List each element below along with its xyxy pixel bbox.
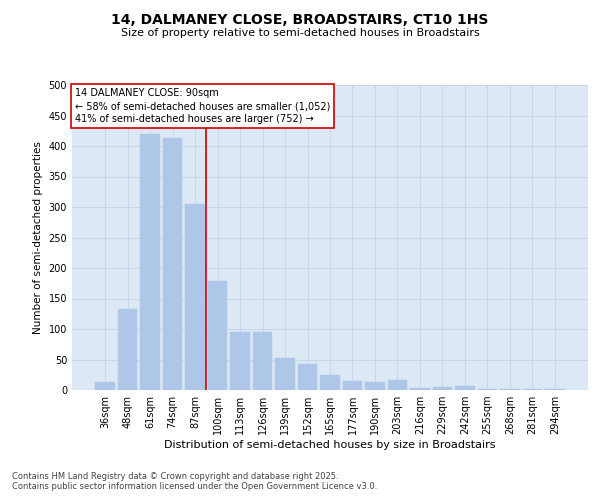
Bar (388, 380, 407, 390)
Bar (208, 282, 227, 390)
Bar (163, 138, 182, 390)
Text: 14 DALMANEY CLOSE: 90sqm
← 58% of semi-detached houses are smaller (1,052)
41% o: 14 DALMANEY CLOSE: 90sqm ← 58% of semi-d… (74, 88, 330, 124)
Bar (343, 382, 362, 390)
Text: 14, DALMANEY CLOSE, BROADSTAIRS, CT10 1HS: 14, DALMANEY CLOSE, BROADSTAIRS, CT10 1H… (112, 12, 488, 26)
Y-axis label: Number of semi-detached properties: Number of semi-detached properties (33, 141, 43, 334)
Bar (478, 389, 497, 390)
Bar (185, 204, 205, 390)
Bar (275, 358, 295, 390)
Text: Contains public sector information licensed under the Open Government Licence v3: Contains public sector information licen… (12, 482, 377, 491)
Bar (455, 386, 475, 390)
Bar (410, 388, 430, 390)
Text: Contains HM Land Registry data © Crown copyright and database right 2025.: Contains HM Land Registry data © Crown c… (12, 472, 338, 481)
X-axis label: Distribution of semi-detached houses by size in Broadstairs: Distribution of semi-detached houses by … (164, 440, 496, 450)
Bar (140, 134, 160, 390)
Text: Size of property relative to semi-detached houses in Broadstairs: Size of property relative to semi-detach… (121, 28, 479, 38)
Bar (118, 309, 137, 390)
Bar (365, 382, 385, 390)
Bar (298, 364, 317, 390)
Bar (230, 332, 250, 390)
Bar (95, 382, 115, 390)
Bar (253, 332, 272, 390)
Bar (320, 375, 340, 390)
Bar (433, 387, 452, 390)
